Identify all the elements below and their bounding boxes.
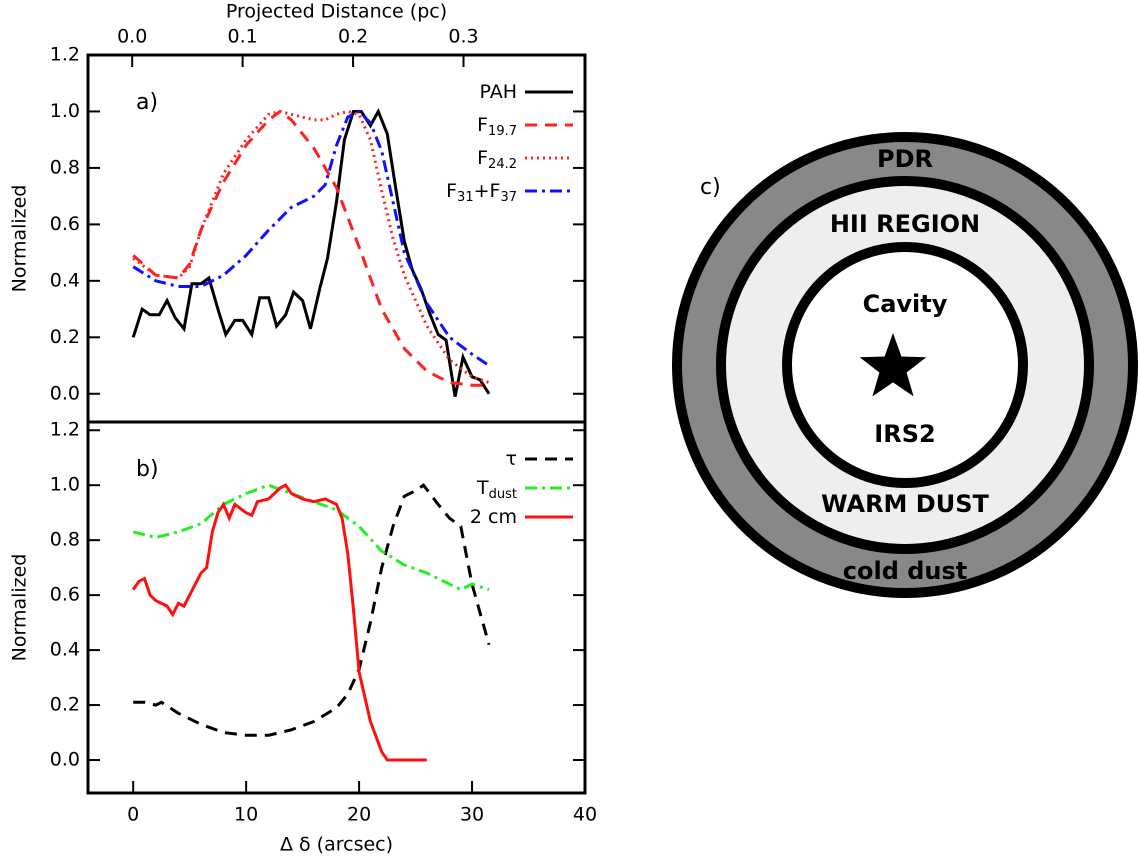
y-tick-label: 0.4: [50, 269, 80, 291]
series-line: [132, 109, 490, 384]
cold-dust-label: cold dust: [843, 557, 968, 585]
x-axis-title: Δ δ (arcsec): [280, 834, 393, 856]
legend-label-part: PAH: [479, 81, 517, 103]
y-tick-label: 1.0: [50, 100, 80, 122]
series-line: [131, 483, 427, 762]
legend-label-part: 31: [457, 190, 474, 205]
series-line: [132, 109, 489, 387]
cavity-label: Cavity: [863, 290, 948, 318]
legend-label: τ: [506, 448, 517, 470]
y-tick-label: 0.8: [50, 156, 80, 178]
y-tick-label: 1.0: [50, 474, 80, 496]
irs2-label: IRS2: [874, 420, 935, 448]
x2-tick-label: 0.1: [228, 26, 258, 48]
series-line: [132, 483, 490, 592]
hii-label: HII REGION: [830, 210, 980, 238]
series-line: [132, 109, 490, 367]
series-line: [131, 108, 491, 397]
warm-dust-label: WARM DUST: [821, 490, 989, 518]
legend-label-part: 19.7: [488, 124, 517, 139]
panel-label: c): [700, 175, 721, 200]
x2-tick-label: 0.2: [338, 26, 368, 48]
legend-label: 2 cm: [470, 506, 517, 528]
legend-label-part: 37: [500, 190, 517, 205]
y-tick-label: 1.2: [50, 419, 80, 441]
pdr-label: PDR: [877, 145, 933, 173]
y-axis-title: Normalized: [9, 554, 31, 662]
legend-label: F31+F37: [446, 180, 517, 205]
legend-label-part: 24.2: [488, 157, 517, 172]
y-axis-title: Normalized: [9, 185, 31, 293]
legend-label-part: F: [477, 147, 488, 169]
legend-label-part: T: [476, 477, 489, 499]
y-tick-label: 0.2: [50, 694, 80, 716]
panel-label: b): [136, 457, 159, 482]
ring-diagram: PDR HII REGION Cavity IRS2 WARM DUST col…: [672, 132, 1138, 598]
star: [859, 333, 927, 397]
plot-frame: [86, 53, 587, 424]
x-tick-label: 20: [347, 804, 371, 826]
y-tick-label: 0.0: [50, 749, 80, 771]
x2-tick-label: 0.0: [117, 26, 147, 48]
panel-label: a): [136, 90, 158, 115]
y-tick-label: 0.6: [50, 584, 80, 606]
x2-tick-label: 0.3: [448, 26, 478, 48]
x2-axis-title: Projected Distance (pc): [226, 1, 447, 23]
y-tick-label: 0.4: [50, 639, 80, 661]
series-line: [133, 483, 491, 737]
legend-label-part: F: [446, 180, 457, 202]
x-tick-label: 10: [234, 804, 258, 826]
legend-label: PAH: [479, 81, 517, 103]
legend-label: F19.7: [477, 114, 517, 139]
y-tick-label: 0.6: [50, 213, 80, 235]
y-tick-label: 0.0: [50, 382, 80, 404]
legend-label-part: +F: [474, 180, 501, 202]
plot-frame: [86, 420, 587, 795]
legend-label-part: dust: [489, 487, 517, 502]
y-tick-label: 0.8: [50, 529, 80, 551]
legend-label-part: τ: [506, 448, 517, 470]
legend-label-part: F: [477, 114, 488, 136]
y-tick-label: 1.2: [50, 44, 80, 66]
x-tick-label: 0: [127, 804, 139, 826]
x-tick-label: 40: [573, 804, 597, 826]
legend-label: F24.2: [477, 147, 517, 172]
legend-label: Tdust: [476, 477, 517, 502]
y-tick-label: 0.2: [50, 326, 80, 348]
x-tick-label: 30: [460, 804, 484, 826]
legend-label-part: 2 cm: [470, 506, 517, 528]
